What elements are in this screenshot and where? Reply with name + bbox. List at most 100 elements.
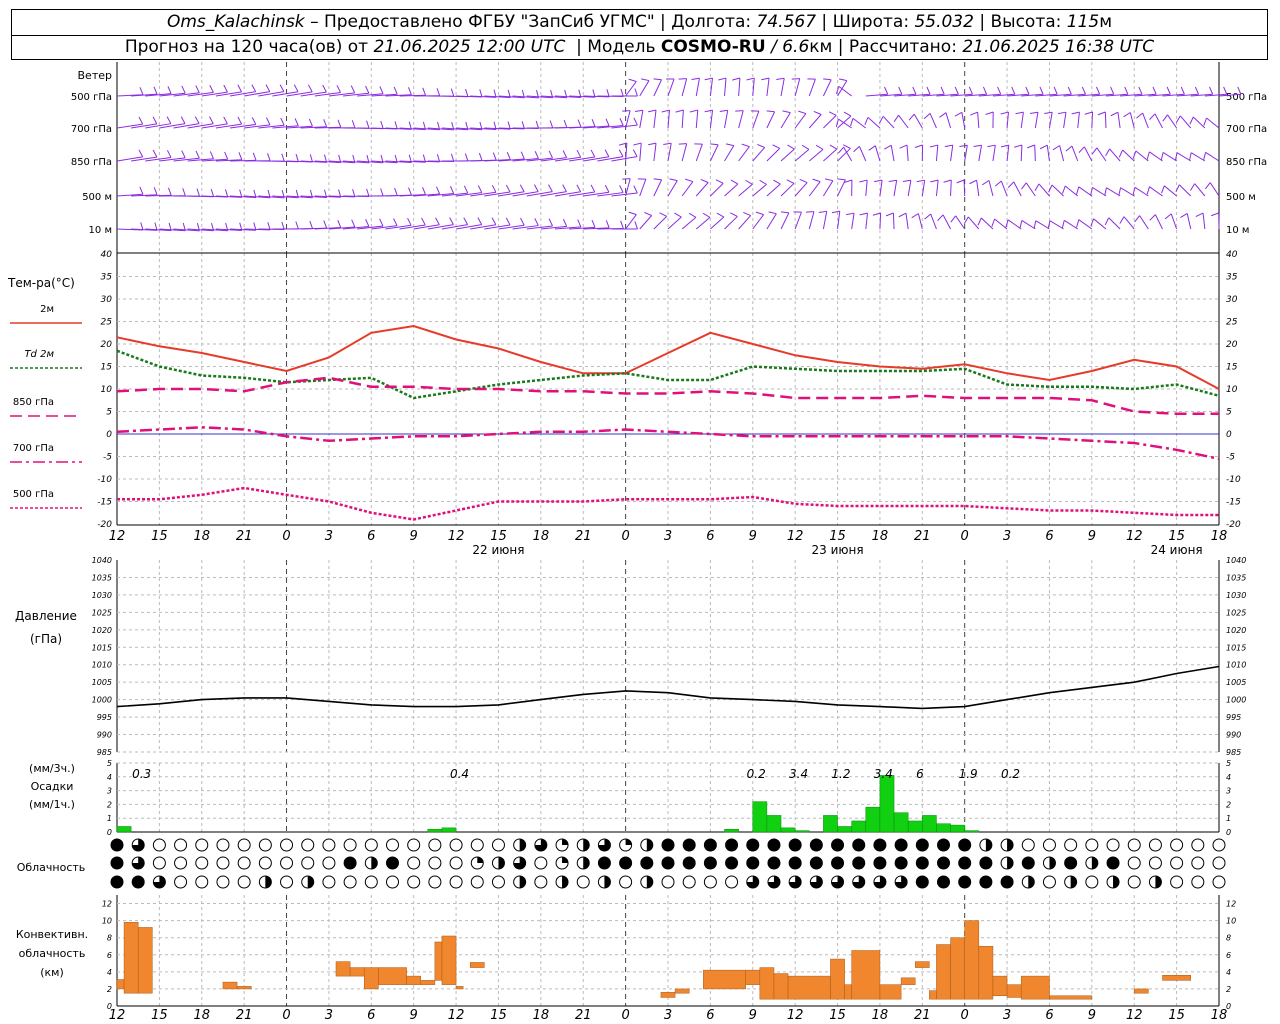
pressure-ytick-left: 1020 — [92, 626, 112, 635]
wind-barb-staff — [837, 148, 851, 162]
wind-barb-staff — [569, 191, 595, 197]
wind-barb-staff — [964, 145, 968, 162]
wind-barb-staff — [1020, 112, 1024, 129]
wind-barb-staff — [794, 211, 802, 230]
conv-cloud-bar — [745, 969, 761, 985]
cloud-symbol-fill — [153, 876, 166, 888]
wind-barb-flag — [619, 185, 624, 193]
wind-barb-staff — [413, 193, 440, 197]
precip-bar — [851, 820, 867, 833]
temp-ytick-right: 15 — [1226, 363, 1238, 373]
wind-barb-flag — [678, 78, 687, 80]
wind-barb-staff — [994, 218, 1008, 230]
wind-barb-flag — [745, 179, 753, 185]
wind-barb-flag — [380, 120, 384, 129]
conv-cloud-bar — [236, 986, 252, 990]
wind-barb-staff — [1162, 93, 1185, 97]
wind-barb-flag — [479, 89, 483, 98]
wind-barb-flag — [929, 144, 938, 148]
wind-barb-flag — [548, 150, 554, 159]
precip-total-label: 3.4 — [874, 767, 893, 781]
wind-barb-staff — [1206, 117, 1220, 129]
wind-barb-flag — [209, 151, 215, 159]
wind-barb-staff — [1006, 112, 1009, 129]
precip-bar — [441, 827, 457, 833]
cloud-symbol-fill — [583, 839, 590, 851]
wind-barb-staff — [1139, 215, 1149, 230]
temp-title: Тем-ра(°C) — [7, 276, 75, 290]
cloud-symbol — [1212, 838, 1226, 852]
conv-ytick-right: 8 — [1226, 934, 1231, 943]
wind-barb-flag — [478, 152, 483, 161]
cloud-symbol — [174, 856, 188, 870]
cloud-symbol-fill — [746, 857, 759, 869]
wind-barb-flag — [393, 86, 398, 95]
wind-barb-flag — [267, 153, 271, 161]
wind-barb-staff — [484, 95, 511, 99]
cloud-symbol-fill — [662, 857, 674, 869]
wind-barb-staff — [583, 156, 609, 162]
wind-barb-staff — [780, 212, 790, 230]
wind-barb-staff — [413, 127, 440, 131]
wind-barb-staff — [343, 226, 369, 230]
conv-cloud-bar — [1162, 975, 1191, 981]
wind-barb-staff — [554, 191, 581, 197]
wind-barb-flag — [853, 145, 860, 153]
wind-barb-flag — [1188, 152, 1192, 161]
wind-barb-staff — [1120, 187, 1135, 197]
wind-barb-flag — [195, 150, 200, 159]
wind-barb-staff — [906, 145, 909, 162]
wind-barb-staff — [766, 183, 781, 197]
wind-barb-staff — [1209, 182, 1220, 197]
cloud-symbol — [216, 838, 230, 852]
wind-barb-staff — [838, 85, 852, 97]
cloud-symbol — [174, 838, 188, 852]
wind-barb-staff — [1192, 116, 1206, 129]
precip-unit-1h: (мм/1ч.) — [29, 798, 75, 811]
temp-xtick: 21 — [914, 529, 931, 544]
wind-barb-staff — [653, 110, 657, 129]
wind-barb-staff — [865, 213, 869, 230]
wind-barb-staff — [1092, 187, 1107, 197]
wind-barb-staff — [399, 160, 426, 163]
cloud-symbol — [1064, 838, 1078, 852]
wind-barb-staff — [780, 112, 791, 129]
pressure-ytick-left: 1035 — [92, 573, 112, 582]
wind-barb-staff — [935, 180, 939, 197]
temp-xtick: 18 — [1211, 529, 1228, 544]
wind-barb-staff — [526, 191, 553, 197]
wind-barb-staff — [470, 191, 497, 197]
wind-barb-flag — [634, 109, 643, 112]
wind-barb-flag — [139, 87, 144, 95]
wind-barb-staff — [752, 78, 755, 97]
cloud-symbol — [470, 875, 484, 889]
cloud-symbol-fill — [810, 857, 823, 869]
wind-barb-staff — [667, 78, 675, 97]
cloud-symbol — [237, 838, 251, 852]
wind-barb-flag — [281, 221, 285, 230]
wind-barb-staff — [695, 143, 703, 162]
wind-barb-staff — [569, 156, 595, 162]
wind-barb-flag — [1124, 86, 1129, 95]
wind-barb-staff — [569, 95, 596, 98]
conv-ytick-left: 2 — [107, 985, 112, 994]
wind-barb-staff — [992, 93, 1015, 97]
conv-xtick: 18 — [872, 1008, 889, 1023]
temp-ytick-right: 0 — [1226, 430, 1232, 440]
cloud-symbol-fill — [767, 839, 780, 851]
wind-barb-flag — [691, 77, 700, 80]
temp-series-line — [116, 426, 1220, 461]
wind-barb-staff — [1205, 151, 1220, 162]
wind-barb-flag — [1180, 86, 1185, 95]
wind-barb-staff — [116, 94, 143, 97]
wind-barb-flag — [1160, 185, 1165, 194]
cloud-symbol — [258, 856, 272, 870]
conv-cloud-bar — [349, 967, 365, 977]
wind-barb-staff — [1006, 145, 1010, 162]
wind-level-label-right: 850 гПа — [1226, 157, 1267, 168]
wind-barb-staff — [1218, 93, 1241, 97]
conv-cloud-bar — [123, 922, 139, 994]
wind-barb-staff — [1035, 93, 1058, 97]
temp-ytick-left: 0 — [106, 430, 112, 440]
header-row-forecast: Прогноз на 120 часа(ов) от 21.06.2025 12… — [124, 37, 1155, 57]
